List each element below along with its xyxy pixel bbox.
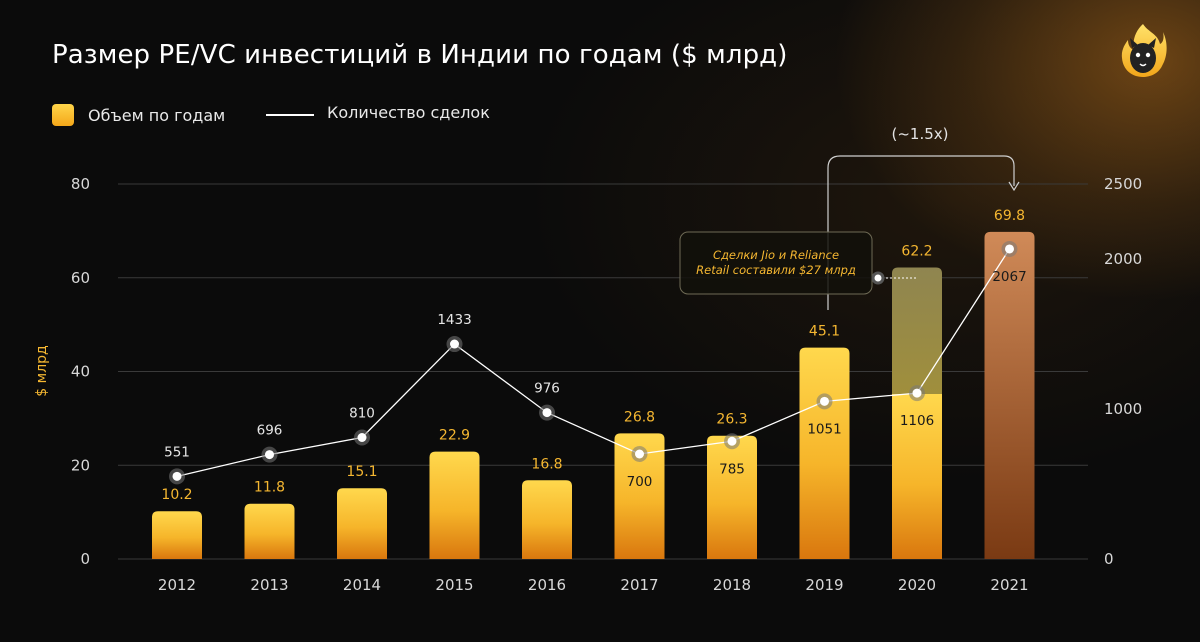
bar-2013: [244, 503, 295, 559]
deal-point: [1005, 244, 1014, 254]
deal-count-label: 1051: [807, 421, 841, 437]
x-tick-label: 2016: [528, 576, 566, 594]
x-tick-label: 2013: [250, 576, 288, 594]
deals-line: 551 696 810 1433 976 700 785 1051 1106 2067: [164, 240, 1027, 490]
x-tick-label: 2017: [620, 576, 658, 594]
bar-value-label: 69.8: [994, 208, 1025, 224]
bar-value-label: 22.9: [439, 428, 470, 444]
bar-value-label: 26.8: [624, 409, 655, 425]
legend-bar-swatch: [52, 104, 74, 126]
bar-value-labels: 10.2 11.8 15.1 22.9 16.8 26.8 26.3 45.1 62.2 69.8: [161, 208, 1025, 503]
bar-2020-base-segment: [892, 394, 942, 559]
x-tick-label: 2015: [435, 576, 473, 594]
right-tick-label: 1000: [1104, 400, 1142, 418]
deal-point: [912, 388, 922, 398]
left-axis-title: $ млрд: [34, 345, 50, 396]
right-tick-label: 2500: [1104, 175, 1142, 193]
left-tick-label: 40: [71, 363, 90, 381]
x-tick-label: 2018: [713, 576, 751, 594]
legend-bar-label: Объем по годам: [88, 106, 226, 125]
bar-2012: [152, 511, 202, 559]
deal-point: [727, 436, 737, 446]
jio-connector-dot: [871, 271, 885, 285]
bar-2020-jio-segment: [892, 267, 942, 394]
deal-count-label: 1433: [437, 312, 471, 328]
deal-point: [265, 450, 274, 460]
jio-note-line1: Сделки Jio и Reliance: [713, 248, 839, 262]
bar-2014: [337, 488, 387, 559]
right-tick-label: 2000: [1104, 250, 1142, 268]
bar-value-label: 62.2: [901, 243, 932, 259]
x-axis-labels: 2012 2013 2014 2015 2016 2017 2018 2019 2020 2021: [158, 576, 1029, 594]
deal-count-label: 976: [534, 381, 560, 397]
x-tick-label: 2012: [158, 576, 196, 594]
deal-count-label: 810: [349, 406, 375, 422]
deal-count-label: 700: [627, 474, 653, 490]
deal-point: [820, 396, 829, 406]
jio-note-line2: Retail составили $27 млрд: [696, 263, 856, 277]
bar-value-label: 45.1: [809, 324, 840, 340]
jio-note-box: [679, 231, 873, 295]
bar-2019: [799, 347, 850, 559]
x-tick-label: 2019: [805, 576, 843, 594]
legend-line-swatch: [266, 114, 314, 116]
brand-logo: [1121, 24, 1167, 77]
x-tick-label: 2021: [990, 576, 1028, 594]
left-axis: 0 20 40 60 80: [71, 175, 90, 568]
deal-point: [450, 339, 459, 349]
left-tick-label: 0: [80, 550, 90, 568]
deal-point: [357, 433, 367, 442]
x-tick-label: 2020: [898, 576, 936, 594]
left-tick-label: 20: [71, 456, 90, 474]
bar-value-label: 16.8: [531, 456, 562, 472]
growth-bracket: [827, 155, 1015, 310]
bar-value-label: 26.3: [716, 412, 747, 428]
deal-count-label: 551: [164, 444, 190, 460]
growth-annotation: (~1.5x): [827, 125, 1020, 310]
deal-count-label: 785: [719, 461, 745, 477]
bar-2016: [522, 480, 572, 559]
bar-value-label: 15.1: [346, 464, 377, 480]
deals-line-path: [176, 248, 1011, 477]
jio-annotation: Сделки Jio и Reliance Retail составили $…: [679, 231, 918, 295]
left-tick-label: 80: [71, 175, 90, 193]
bar-2018: [707, 435, 757, 559]
bar-value-label: 11.8: [254, 480, 285, 496]
bar-2021: [984, 231, 1035, 559]
legend-line-label: Количество сделок: [327, 103, 490, 122]
right-tick-label: 0: [1104, 550, 1114, 568]
x-tick-label: 2014: [343, 576, 381, 594]
deal-point: [635, 449, 644, 459]
gridlines: [118, 183, 1088, 560]
deal-count-label: 2067: [992, 269, 1026, 285]
growth-label: (~1.5x): [891, 125, 948, 143]
deal-count-label: 1106: [900, 413, 934, 429]
deal-point: [172, 471, 182, 481]
bar-2015: [429, 451, 480, 559]
page-title: Размер PE/VC инвестиций в Индии по годам…: [52, 40, 788, 70]
right-axis: 0 1000 2000 2500: [1104, 175, 1142, 568]
left-tick-label: 60: [71, 269, 90, 287]
bars: [152, 231, 1035, 559]
growth-arrow-icon: [1008, 181, 1020, 192]
bar-value-label: 10.2: [161, 487, 192, 503]
deal-point: [542, 408, 552, 418]
bar-2017: [614, 433, 665, 559]
deal-count-label: 696: [257, 423, 283, 439]
